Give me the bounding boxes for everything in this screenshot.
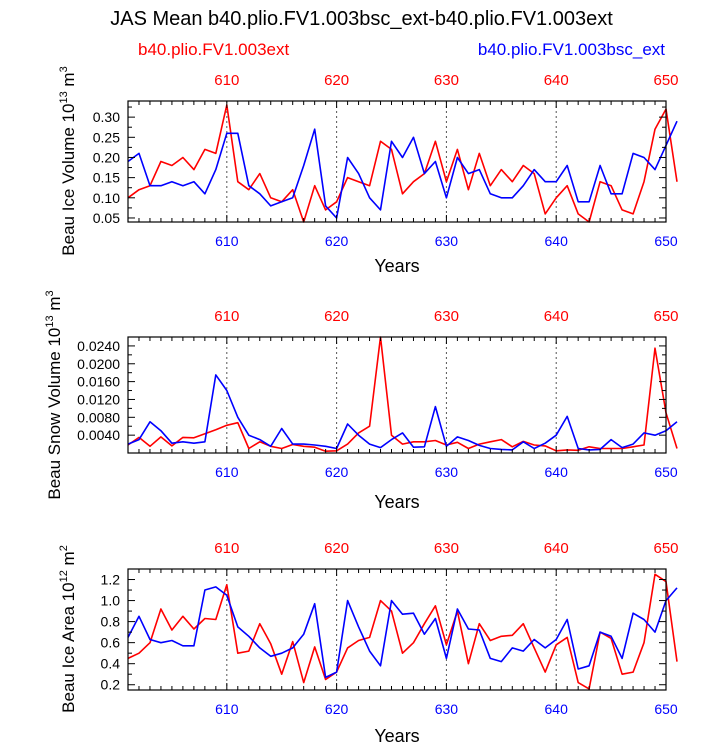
x-tick-label-top: 620 bbox=[324, 540, 349, 557]
y-tick-label: 0.0120 bbox=[77, 391, 120, 407]
panel-ice-volume: 0.05 0.10 0.15 0.20 0.25 0.30 610 610 620 620 630 6… bbox=[58, 66, 679, 276]
series-red-line bbox=[127, 336, 678, 453]
x-tick-label-top: 630 bbox=[434, 308, 459, 325]
x-tick-label-bottom: 610 bbox=[215, 701, 239, 717]
y-tick-label: 0.25 bbox=[93, 129, 120, 145]
y-tick-label: 0.0240 bbox=[77, 338, 120, 354]
x-tick-label-bottom: 630 bbox=[435, 233, 459, 249]
y-tick-label: 0.2 bbox=[101, 677, 121, 693]
y-tick-label: 1.2 bbox=[101, 572, 121, 588]
series-blue-line bbox=[127, 586, 678, 679]
y-tick-label: 0.0080 bbox=[77, 409, 120, 425]
x-tick-label-bottom: 640 bbox=[545, 701, 569, 717]
x-tick-label-top: 640 bbox=[544, 540, 569, 557]
x-tick-label-bottom: 650 bbox=[654, 233, 678, 249]
plot-frame bbox=[127, 336, 667, 454]
panel-ice-area: 0.2 0.4 0.6 0.8 1.0 1.2 610 610 620 620 630 630 640 6… bbox=[58, 540, 679, 746]
x-tick-label-bottom: 620 bbox=[325, 701, 349, 717]
y-axis-title: Beau Ice Area 1012 m2 bbox=[58, 545, 78, 713]
series-red-line bbox=[127, 573, 678, 690]
x-tick-label-top: 630 bbox=[434, 540, 459, 557]
x-tick-label-top: 650 bbox=[653, 540, 678, 557]
x-axis-title: Years bbox=[374, 492, 419, 512]
x-tick-label-top: 640 bbox=[544, 72, 569, 89]
x-axis-title: Years bbox=[374, 726, 419, 746]
x-tick-label-top: 610 bbox=[214, 72, 239, 89]
y-tick-label: 0.05 bbox=[93, 210, 120, 226]
x-tick-label-bottom: 650 bbox=[654, 464, 678, 480]
x-tick-label-top: 610 bbox=[214, 308, 239, 325]
y-tick-label: 0.30 bbox=[93, 109, 120, 125]
x-tick-label-top: 620 bbox=[324, 308, 349, 325]
x-tick-label-top: 650 bbox=[653, 72, 678, 89]
series-red-line bbox=[127, 104, 678, 223]
x-tick-label-top: 630 bbox=[434, 72, 459, 89]
plot-frame bbox=[127, 568, 667, 691]
x-tick-label-bottom: 630 bbox=[435, 701, 459, 717]
x-axis-title: Years bbox=[374, 256, 419, 276]
y-tick-label: 0.0040 bbox=[77, 427, 120, 443]
y-tick-label: 0.8 bbox=[101, 614, 121, 630]
legend-red-label: b40.plio.FV1.003ext bbox=[138, 40, 290, 59]
y-tick-label: 1.0 bbox=[101, 593, 121, 609]
y-axis-title: Beau Snow Volume 1013 m3 bbox=[44, 290, 64, 499]
x-tick-label-top: 620 bbox=[324, 72, 349, 89]
x-tick-label-bottom: 630 bbox=[435, 464, 459, 480]
y-axis-title: Beau Ice Volume 1013 m3 bbox=[58, 66, 78, 255]
plot-frame bbox=[127, 100, 667, 223]
series-blue-line bbox=[127, 120, 678, 219]
legend-blue-label: b40.plio.FV1.003bsc_ext bbox=[477, 40, 665, 59]
x-tick-label-bottom: 640 bbox=[545, 233, 569, 249]
x-tick-label-bottom: 620 bbox=[325, 464, 349, 480]
x-tick-label-top: 640 bbox=[544, 308, 569, 325]
x-tick-label-bottom: 640 bbox=[545, 464, 569, 480]
x-tick-label-bottom: 650 bbox=[654, 701, 678, 717]
x-tick-label-top: 610 bbox=[214, 540, 239, 557]
figure-title: JAS Mean b40.plio.FV1.003bsc_ext-b40.pli… bbox=[110, 8, 613, 30]
y-tick-label: 0.4 bbox=[101, 656, 121, 672]
x-tick-label-bottom: 610 bbox=[215, 233, 239, 249]
series-blue-line bbox=[127, 374, 678, 451]
y-tick-label: 0.10 bbox=[93, 190, 120, 206]
y-tick-label: 0.6 bbox=[101, 635, 121, 651]
y-tick-label: 0.15 bbox=[93, 170, 120, 186]
y-tick-label: 0.0200 bbox=[77, 356, 120, 372]
x-tick-label-bottom: 610 bbox=[215, 464, 239, 480]
x-tick-label-bottom: 620 bbox=[325, 233, 349, 249]
y-tick-label: 0.0160 bbox=[77, 374, 120, 390]
y-tick-label: 0.20 bbox=[93, 149, 120, 165]
x-tick-label-top: 650 bbox=[653, 308, 678, 325]
